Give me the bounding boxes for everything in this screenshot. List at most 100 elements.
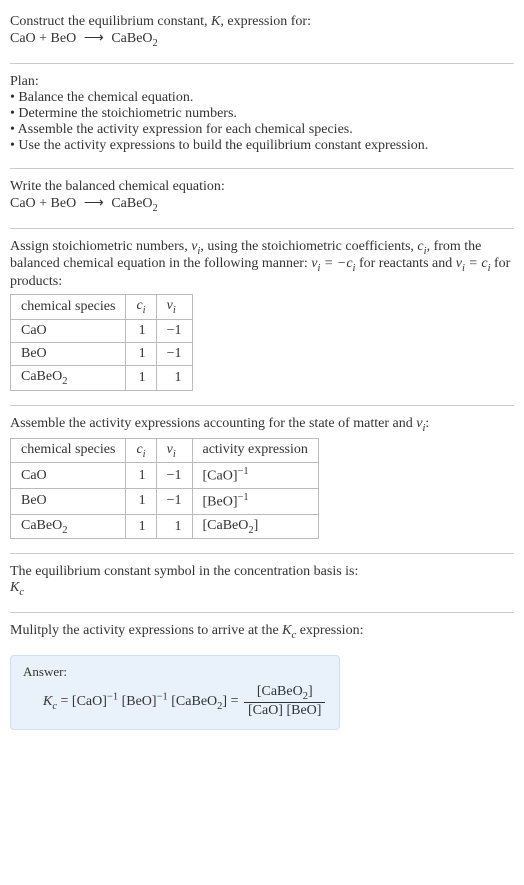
balanced-section: Write the balanced chemical equation: Ca… (10, 173, 514, 224)
stoich-intro-a: Assign stoichiometric numbers, (10, 239, 191, 254)
symbol-section: The equilibrium constant symbol in the c… (10, 558, 514, 608)
cell-c: 1 (126, 463, 156, 489)
symbol-line: The equilibrium constant symbol in the c… (10, 564, 514, 580)
activity-table: chemical species ci νi activity expressi… (10, 438, 319, 540)
kc-symbol: Kc (10, 580, 24, 595)
table-header-row: chemical species ci νi (11, 295, 193, 320)
col-ci: ci (126, 438, 156, 463)
balanced-title: Write the balanced chemical equation: (10, 179, 514, 195)
stoich-section: Assign stoichiometric numbers, νi, using… (10, 233, 514, 401)
cell-activity: [CaBeO2] (192, 514, 318, 539)
reaction-arrow-icon: ⟶ (80, 196, 108, 211)
plan-item-text: Assemble the activity expression for eac… (18, 122, 353, 137)
nu-i: νi (191, 239, 200, 254)
rel-products: νi = ci (456, 256, 491, 271)
cell-v: −1 (156, 489, 192, 515)
balanced-lhs: CaO + BeO (10, 196, 76, 211)
table-row: CaO 1 −1 [CaO]−1 (11, 463, 319, 489)
species-text: CaBeO (21, 369, 62, 384)
table-header-row: chemical species ci νi activity expressi… (11, 438, 319, 463)
expr-sup: −1 (238, 492, 249, 503)
expr-base: [CaBeO (203, 518, 249, 533)
cell-species: BeO (11, 489, 126, 515)
species-sub: 2 (62, 376, 67, 387)
term-sup: −1 (157, 691, 168, 702)
kc-c: c (52, 701, 57, 712)
kc-symbol: Kc (282, 623, 296, 638)
cell-c: 1 (126, 514, 156, 539)
separator (10, 612, 514, 613)
separator (10, 228, 514, 229)
cell-c: 1 (126, 365, 156, 390)
cell-species: BeO (11, 342, 126, 365)
expr-sup: −1 (238, 466, 249, 477)
kc-K: K (10, 580, 19, 595)
header-K: K (211, 14, 220, 29)
cell-v: 1 (156, 514, 192, 539)
table-row: CaO 1 −1 (11, 319, 193, 342)
answer-label: Answer: (23, 664, 327, 680)
species-text: BeO (21, 346, 47, 361)
activity-section: Assemble the activity expressions accoun… (10, 410, 514, 550)
table-row: CaBeO2 1 1 [CaBeO2] (11, 514, 319, 539)
multiply-section: Mulitply the activity expressions to arr… (10, 617, 514, 651)
balanced-rhs-sub: 2 (153, 203, 158, 214)
answer-box: Answer: Kc = [CaO]−1 [BeO]−1 [CaBeO2] = … (10, 655, 340, 730)
separator (10, 63, 514, 64)
frac-numerator: [CaBeO2] (244, 684, 325, 702)
plan-item: • Determine the stoichiometric numbers. (10, 106, 514, 122)
activity-title-a: Assemble the activity expressions accoun… (10, 416, 416, 431)
header-section: Construct the equilibrium constant, K, e… (10, 8, 514, 59)
cell-activity: [CaO]−1 (192, 463, 318, 489)
plan-item-text: Balance the chemical equation. (18, 90, 193, 105)
table-row: BeO 1 −1 (11, 342, 193, 365)
plan-title: Plan: (10, 74, 514, 90)
rel-reactants: νi = −ci (311, 256, 355, 271)
expr-tail: ] (254, 518, 259, 533)
stoich-intro-d: for reactants and (355, 256, 455, 271)
cell-c: 1 (126, 319, 156, 342)
balanced-rhs-base: CaBeO (111, 196, 152, 211)
term2: [BeO]−1 (122, 694, 168, 709)
col-activity: activity expression (192, 438, 318, 463)
c-i: ci (417, 239, 426, 254)
cell-v: 1 (156, 365, 192, 390)
plan-item-text: Use the activity expressions to build th… (18, 138, 428, 153)
expr-base: [CaO] (203, 469, 238, 484)
col-vi: νi (156, 295, 192, 320)
plan-section: Plan: • Balance the chemical equation. •… (10, 68, 514, 164)
reaction-arrow-icon: ⟶ (80, 31, 108, 46)
kc-c: c (19, 587, 24, 598)
cell-v: −1 (156, 319, 192, 342)
multiply-text-a: Mulitply the activity expressions to arr… (10, 623, 282, 638)
header-text-b: , expression for: (220, 14, 311, 29)
activity-title-b: : (425, 416, 429, 431)
species-text: CaBeO (21, 518, 62, 533)
plan-item: • Assemble the activity expression for e… (10, 122, 514, 138)
cell-species: CaO (11, 463, 126, 489)
cell-species: CaBeO2 (11, 514, 126, 539)
equals: = (61, 694, 72, 709)
cell-species: CaBeO2 (11, 365, 126, 390)
cell-c: 1 (126, 342, 156, 365)
stoich-intro-b: , using the stoichiometric coefficients, (200, 239, 417, 254)
term-sup: −1 (107, 691, 118, 702)
separator (10, 168, 514, 169)
cell-v: −1 (156, 463, 192, 489)
separator (10, 405, 514, 406)
eq-rhs: CaBeO2 (111, 31, 157, 46)
col-species: chemical species (11, 438, 126, 463)
cell-activity: [BeO]−1 (192, 489, 318, 515)
col-species: chemical species (11, 295, 126, 320)
answer-formula: Kc = [CaO]−1 [BeO]−1 [CaBeO2] = [CaBeO2]… (23, 684, 327, 719)
stoich-table: chemical species ci νi CaO 1 −1 BeO 1 −1… (10, 294, 193, 391)
cell-c: 1 (126, 489, 156, 515)
term3: [CaBeO2] (171, 694, 227, 709)
balanced-rhs: CaBeO2 (111, 196, 157, 211)
eq-lhs: CaO + BeO (10, 31, 76, 46)
table-row: CaBeO2 1 1 (11, 365, 193, 390)
frac-denominator: [CaO] [BeO] (244, 702, 325, 719)
term-base: [CaO] (72, 694, 107, 709)
term-base: [CaBeO (171, 694, 217, 709)
term-tail: ] (222, 694, 227, 709)
